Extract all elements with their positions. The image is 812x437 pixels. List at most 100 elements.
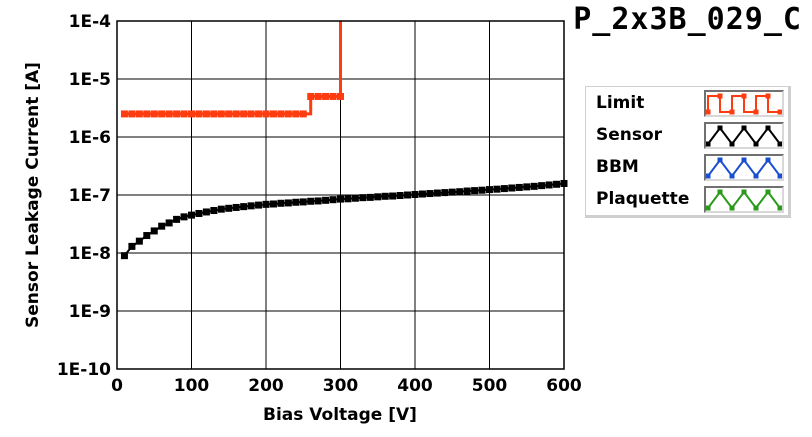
legend-marker <box>777 109 782 115</box>
sensor-data-point <box>366 193 374 201</box>
limit-data-point <box>247 110 255 118</box>
legend-marker <box>741 189 747 195</box>
legend: Limit Sensor BBM Plaquette <box>585 86 791 218</box>
legend-marker <box>753 205 759 211</box>
legend-marker <box>717 125 723 131</box>
legend-marker <box>729 205 735 211</box>
legend-label: Limit <box>596 93 645 113</box>
sensor-data-point <box>530 182 538 190</box>
limit-data-point <box>150 110 158 118</box>
legend-item-bbm[interactable]: BBM <box>586 153 788 183</box>
sensor-series-line <box>123 182 565 257</box>
sensor-data-point <box>337 195 344 203</box>
y-tick-label: 1E-9 <box>69 302 111 322</box>
sensor-data-point <box>463 187 471 195</box>
sensor-data-point <box>240 203 248 211</box>
legend-marker <box>706 205 711 211</box>
sensor-data-point <box>232 203 240 211</box>
sensor-data-point <box>396 192 404 200</box>
limit-data-point <box>180 110 188 118</box>
chart-title: P_2x3B_029_C <box>573 2 802 37</box>
x-axis-label: Bias Voltage [V] <box>263 405 417 425</box>
y-tick-label: 1E-10 <box>57 360 111 380</box>
x-tick-label: 500 <box>472 376 508 396</box>
limit-data-point <box>202 110 210 118</box>
legend-marker <box>706 109 711 115</box>
legend-marker <box>777 141 782 147</box>
legend-swatch-plaquette[interactable] <box>704 186 784 213</box>
legend-marker <box>717 93 723 99</box>
x-tick-label: 600 <box>546 376 582 396</box>
legend-marker <box>765 93 771 99</box>
legend-marker <box>753 141 759 147</box>
legend-marker <box>741 157 747 163</box>
x-tick-label: 0 <box>111 376 123 396</box>
limit-data-point <box>299 110 307 118</box>
y-tick-label: 1E-5 <box>69 70 111 90</box>
sensor-data-point <box>322 196 330 204</box>
limit-data-point <box>307 92 315 100</box>
sensor-data-point <box>158 222 166 230</box>
legend-label: Sensor <box>596 125 663 145</box>
sensor-data-point <box>374 193 382 201</box>
sensor-data-point <box>359 194 367 202</box>
sensor-data-point <box>314 197 322 205</box>
limit-data-point <box>143 110 151 118</box>
sensor-data-point <box>299 198 307 206</box>
sensor-data-point <box>195 209 203 217</box>
sensor-data-point <box>210 207 218 215</box>
legend-swatch-sensor[interactable] <box>704 122 784 149</box>
sensor-data-point <box>545 181 553 189</box>
sensor-data-point <box>508 184 516 192</box>
limit-data-point <box>232 110 240 118</box>
sensor-data-point <box>486 186 493 194</box>
sensor-data-point <box>553 180 561 188</box>
limit-data-point <box>240 110 248 118</box>
sensor-data-point <box>135 237 143 245</box>
legend-marker <box>717 157 723 163</box>
legend-marker <box>706 141 711 147</box>
sensor-data-point <box>500 185 508 193</box>
limit-data-point <box>292 110 300 118</box>
legend-marker <box>777 205 782 211</box>
sensor-data-point <box>344 195 352 203</box>
sensor-data-point <box>471 187 479 195</box>
limit-data-point <box>329 92 337 100</box>
legend-swatch-bbm[interactable] <box>704 154 784 181</box>
legend-item-plaquette[interactable]: Plaquette <box>586 185 788 215</box>
limit-data-point <box>188 110 195 118</box>
sensor-data-point <box>277 199 285 207</box>
limit-data-point <box>135 110 143 118</box>
sensor-data-point <box>329 196 337 204</box>
limit-data-point <box>128 110 136 118</box>
limit-data-point <box>284 110 292 118</box>
sensor-data-point <box>351 194 359 202</box>
sensor-data-point <box>255 201 263 209</box>
sensor-data-point <box>269 200 277 208</box>
limit-data-point <box>322 92 330 100</box>
legend-item-limit[interactable]: Limit <box>586 89 788 119</box>
legend-marker <box>729 141 735 147</box>
limit-data-point <box>217 110 225 118</box>
sensor-data-point <box>456 188 464 196</box>
sensor-data-point <box>188 211 195 219</box>
sensor-data-point <box>292 198 300 206</box>
legend-marker <box>706 173 711 179</box>
limit-data-point <box>173 110 181 118</box>
legend-marker <box>777 173 782 179</box>
legend-marker <box>765 125 771 131</box>
x-tick-label: 300 <box>323 376 359 396</box>
legend-item-sensor[interactable]: Sensor <box>586 121 788 151</box>
sensor-data-point <box>433 189 441 197</box>
sensor-data-point <box>150 227 158 235</box>
legend-swatch-limit[interactable] <box>704 90 784 117</box>
sensor-data-point <box>165 219 173 227</box>
legend-label: BBM <box>596 157 639 177</box>
sensor-data-point <box>523 183 531 191</box>
legend-marker <box>765 189 771 195</box>
sensor-data-point <box>284 199 292 207</box>
limit-data-point <box>277 110 285 118</box>
y-axis-label: Sensor Leakage Current [A] <box>23 62 43 328</box>
sensor-data-point <box>120 252 128 260</box>
